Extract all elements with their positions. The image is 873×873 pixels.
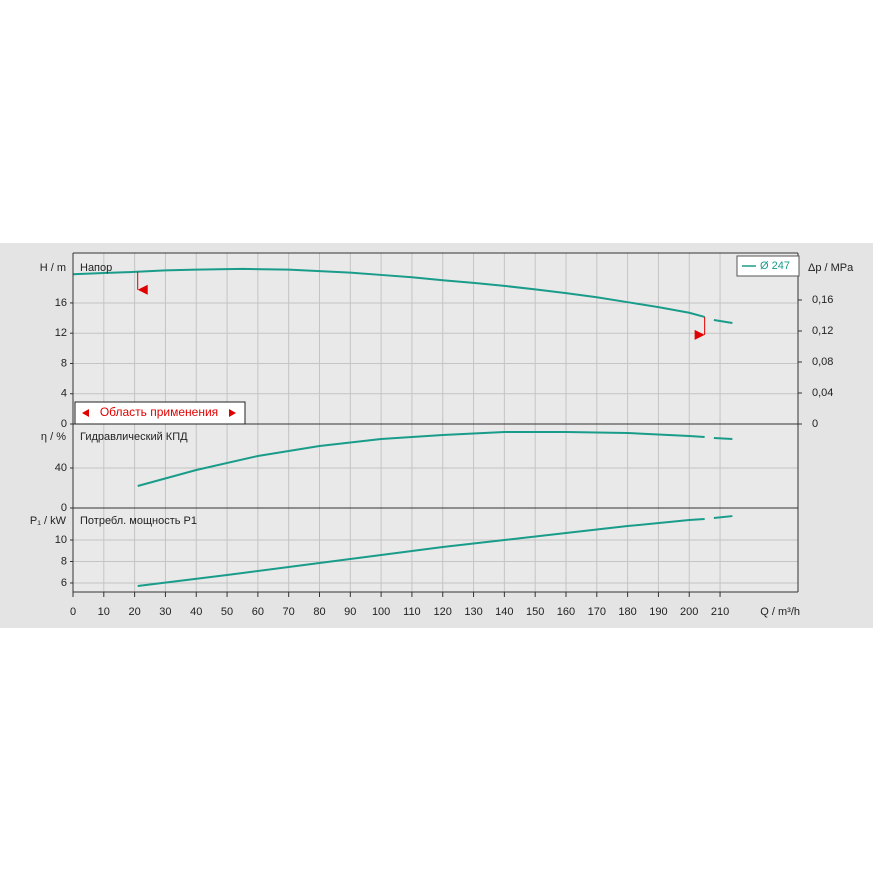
annotation-box — [74, 401, 246, 425]
range-marker — [137, 284, 148, 295]
x-tick-label: 170 — [588, 606, 606, 618]
y-axis-label: P₁ / kW — [30, 515, 67, 527]
y-tick-label: 0 — [61, 418, 67, 430]
y-tick-label: 8 — [61, 357, 67, 369]
y-axis-label: η / % — [41, 431, 66, 443]
y-tick-label: 16 — [55, 297, 67, 309]
x-tick-label: 190 — [649, 606, 667, 618]
y2-tick-label: 0,16 — [812, 294, 833, 306]
marks-layer — [72, 267, 733, 587]
y-tick-label: 0 — [61, 502, 67, 514]
x-tick-label: 60 — [252, 606, 264, 618]
annotation-text: Область применения — [100, 405, 218, 419]
legend-box — [736, 255, 800, 277]
x-tick-label: 10 — [98, 606, 110, 618]
x-tick-label: 80 — [313, 606, 325, 618]
y-tick-label: 6 — [61, 577, 67, 589]
x-tick-label: 130 — [464, 606, 482, 618]
x-tick-label: 110 — [403, 606, 421, 618]
y-tick-label: 40 — [55, 462, 67, 474]
y-tick-label: 10 — [55, 534, 67, 546]
x-tick-label: 90 — [344, 606, 356, 618]
x-axis-label: Q / m³/h — [760, 606, 800, 618]
y-tick-label: 12 — [55, 327, 67, 339]
x-tick-label: 40 — [190, 606, 202, 618]
x-tick-label: 20 — [128, 606, 140, 618]
x-tick-label: 70 — [283, 606, 295, 618]
y2-axis-label: Δp / MPa — [808, 262, 854, 274]
x-tick-label: 180 — [618, 606, 636, 618]
y-tick-label: 8 — [61, 555, 67, 567]
x-tick-label: 150 — [526, 606, 544, 618]
x-tick-label: 210 — [711, 606, 729, 618]
legend-label: Ø 247 — [760, 260, 790, 272]
panel-title: Напор — [80, 262, 112, 274]
panel-title: Гидравлический КПД — [80, 431, 188, 443]
x-tick-label: 30 — [159, 606, 171, 618]
annotation-arrow — [229, 409, 236, 417]
x-tick-label: 200 — [680, 606, 698, 618]
y2-tick-label: 0,08 — [812, 356, 833, 368]
x-tick-label: 120 — [434, 606, 452, 618]
y-tick-label: 4 — [61, 388, 67, 400]
y-axis-label: H / m — [40, 262, 66, 274]
x-tick-label: 100 — [372, 606, 390, 618]
annotation-arrow — [82, 409, 89, 417]
data-line — [72, 267, 733, 324]
panel-title: Потребл. мощность P1 — [80, 515, 197, 527]
data-line — [137, 431, 733, 487]
y2-tick-label: 0 — [812, 418, 818, 430]
data-line — [137, 515, 733, 587]
x-tick-label: 50 — [221, 606, 233, 618]
range-marker — [694, 329, 705, 340]
x-tick-label: 140 — [495, 606, 513, 618]
y2-tick-label: 0,12 — [812, 325, 833, 337]
y2-tick-label: 0,04 — [812, 387, 833, 399]
x-tick-label: 160 — [557, 606, 575, 618]
x-tick-label: 0 — [70, 606, 76, 618]
